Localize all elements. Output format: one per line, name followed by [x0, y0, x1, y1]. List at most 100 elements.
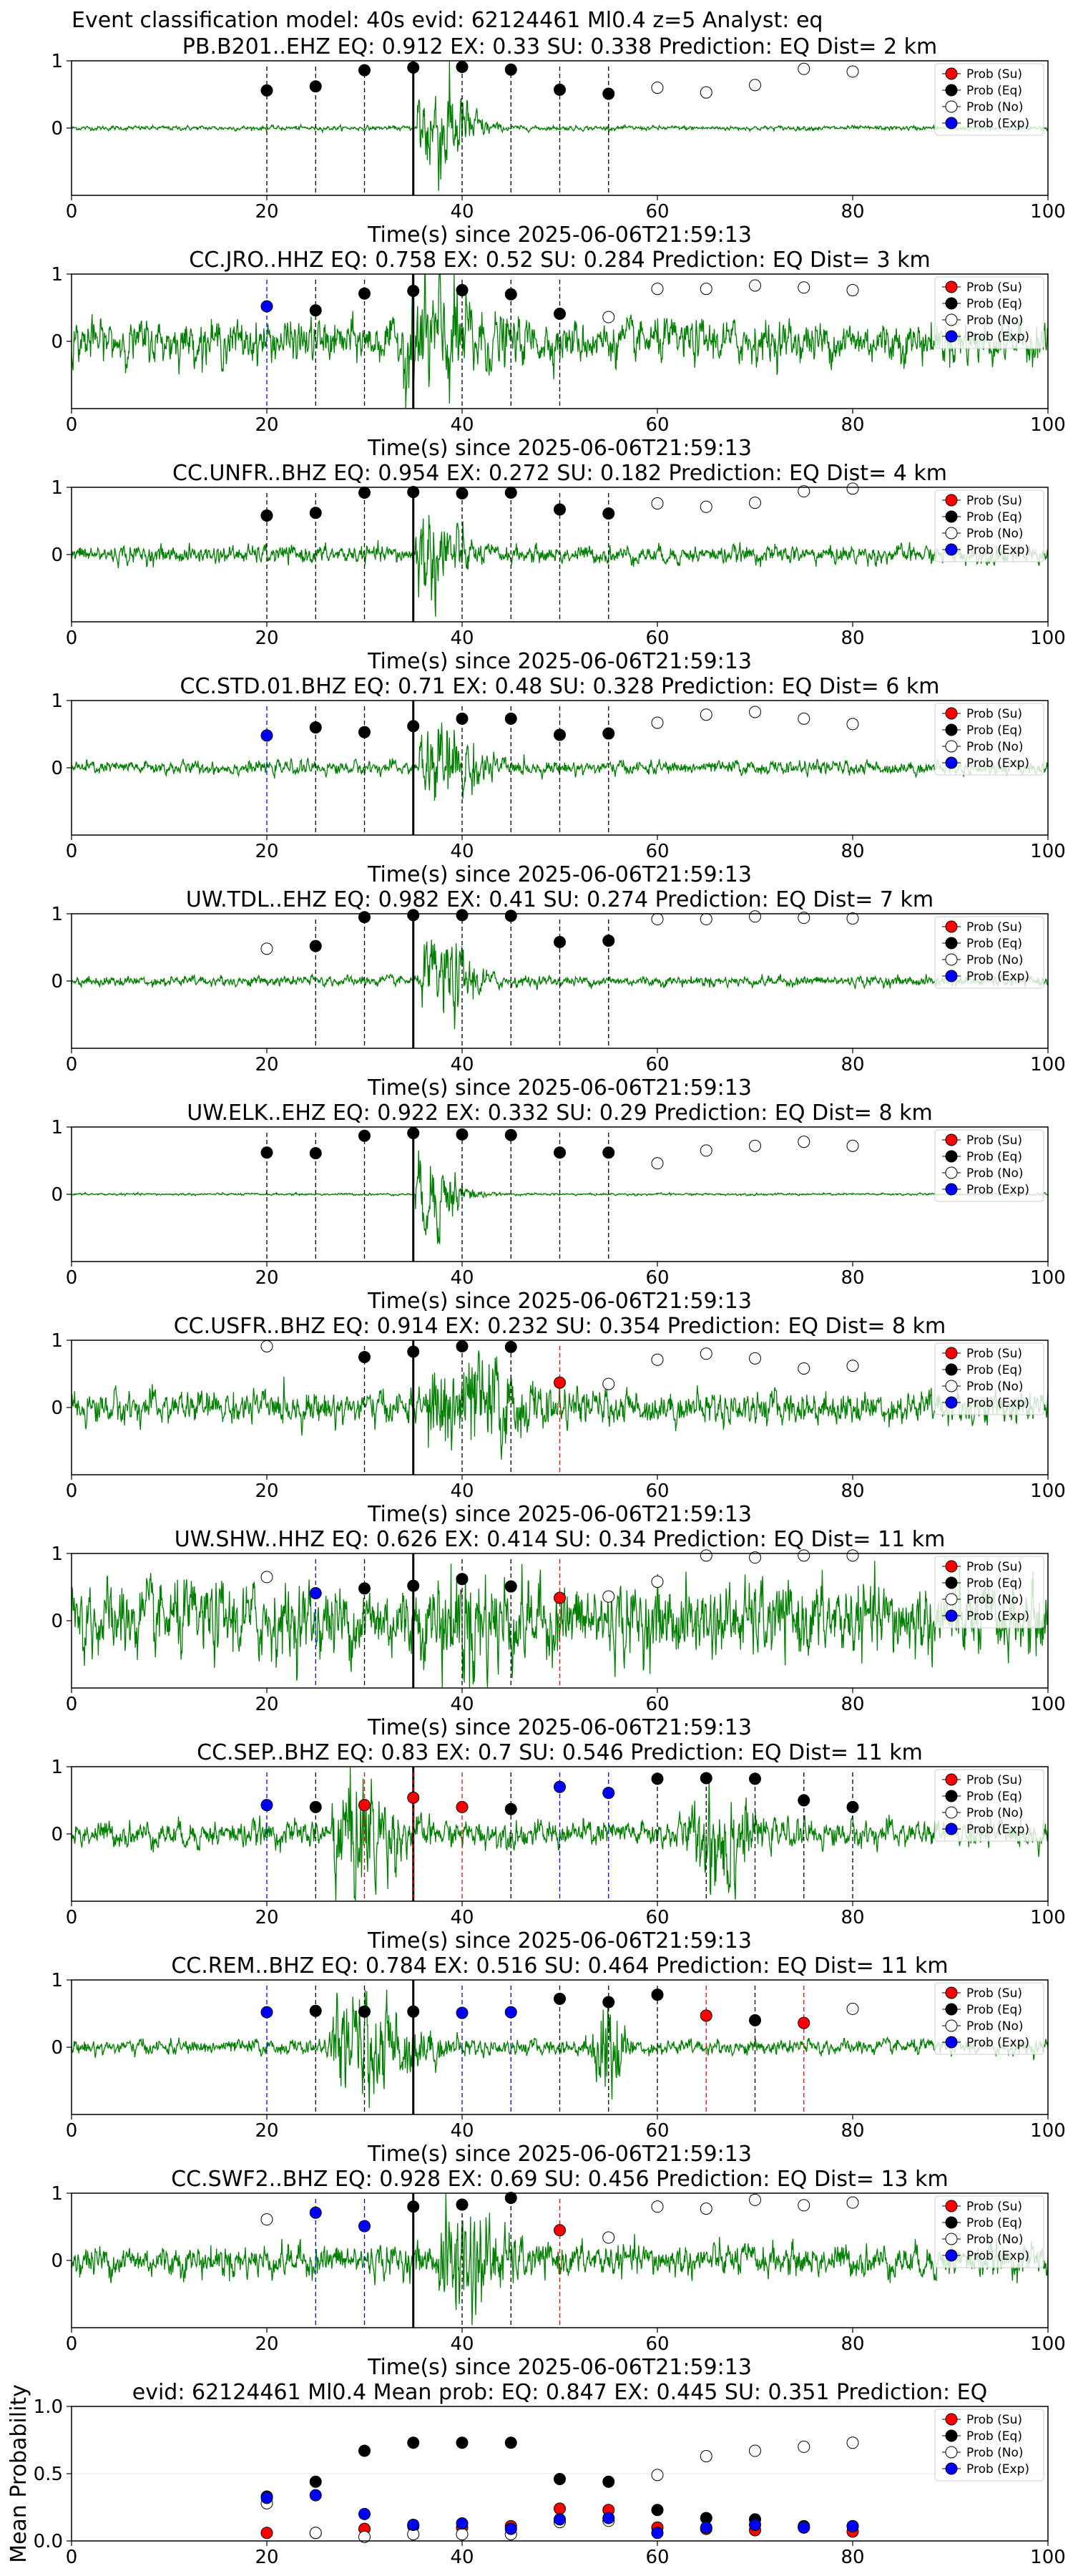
prob-point-eq [358, 1351, 371, 1363]
x-tick-label: 60 [645, 2333, 669, 2355]
prob-point-eq [504, 2192, 517, 2205]
prob-point-no [749, 2193, 761, 2206]
x-tick-label: 40 [450, 1054, 474, 1075]
legend-box [934, 1556, 1044, 1629]
prob-point-no [846, 1360, 859, 1372]
legend-marker-eq [945, 1576, 958, 1589]
x-axis-label: Time(s) since 2025-06-06T21:59:13 [367, 436, 752, 461]
legend-label-exp: Prob (Exp) [966, 2036, 1029, 2050]
legend-label-su: Prob (Su) [966, 67, 1022, 82]
x-tick-label: 60 [645, 2120, 669, 2142]
prob-point-eq [456, 909, 469, 922]
prob-point-eq [309, 721, 322, 734]
legend-marker-no [945, 100, 958, 113]
prob-point-no [602, 2231, 615, 2244]
prob-point-eq [260, 84, 273, 97]
x-tick-label: 40 [450, 201, 474, 223]
y-tick-label: 1 [51, 1543, 63, 1565]
y-tick-label: 0 [51, 2037, 63, 2059]
prob-point-eq [309, 1147, 322, 1160]
x-tick-label: 100 [1030, 2547, 1066, 2568]
mean-prob-point-eq [554, 2473, 566, 2486]
prob-point-eq [651, 1772, 664, 1785]
x-tick-label: 20 [255, 1694, 278, 1715]
panel-title: CC.SWF2..BHZ EQ: 0.928 EX: 0.69 SU: 0.45… [171, 2167, 949, 2192]
axes-frame [71, 2192, 1049, 2328]
prob-point-no [260, 2213, 273, 2226]
legend-label-su: Prob (Su) [966, 1347, 1022, 1361]
y-tick-label: 1 [51, 904, 63, 925]
panel-title: CC.JRO..HHZ EQ: 0.758 EX: 0.52 SU: 0.284… [189, 248, 930, 273]
prob-point-exp [602, 1787, 615, 1800]
mean-prob-point-eq [407, 2436, 420, 2449]
x-tick-label: 80 [841, 1480, 864, 1502]
axes-frame [71, 1126, 1049, 1262]
prob-point-no [846, 482, 859, 495]
prob-point-eq [504, 487, 517, 499]
x-tick-label: 60 [645, 414, 669, 436]
prob-point-no [700, 2202, 712, 2215]
x-tick-label: 40 [450, 414, 474, 436]
prob-point-no [846, 65, 859, 78]
prob-point-eq [749, 2014, 761, 2026]
x-tick-label: 80 [841, 2120, 864, 2142]
legend-marker-no [945, 1380, 958, 1392]
legend-marker-exp [945, 117, 958, 130]
prob-point-eq [358, 287, 371, 300]
prob-point-eq [504, 1580, 517, 1593]
legend-label-eq: Prob (Eq) [966, 2003, 1022, 2017]
prob-point-no [651, 82, 664, 94]
prob-point-no [846, 718, 859, 731]
legend-box [934, 2409, 1044, 2482]
panel-title: CC.UNFR..BHZ EQ: 0.954 EX: 0.272 SU: 0.1… [172, 461, 947, 486]
legend-marker-su [945, 280, 958, 293]
prob-point-eq [504, 1802, 517, 1815]
waveform-trace [72, 61, 1048, 191]
x-tick-label: 0 [66, 1054, 78, 1075]
x-tick-label: 0 [66, 1267, 78, 1289]
prob-point-exp [260, 1799, 273, 1812]
panel-12: 0.0 0.5 1.0 0 20 40 60 80 100 evid: 62124461 Ml0.… [6, 2380, 1066, 2568]
legend-box [934, 489, 1044, 562]
legend-marker-no [945, 1166, 958, 1179]
mean-prob-point-su [554, 2502, 566, 2515]
legend-marker-no [945, 527, 958, 540]
prob-point-su [554, 1376, 566, 1389]
prob-point-eq [456, 60, 469, 73]
x-tick-label: 20 [255, 1480, 278, 1502]
prob-point-exp [260, 300, 273, 313]
prob-point-eq [358, 726, 371, 738]
y-tick-label: 0 [51, 118, 63, 140]
prob-point-exp [456, 2006, 469, 2019]
prob-point-no [749, 79, 761, 92]
legend-box [934, 916, 1044, 989]
y-tick-label: 1 [51, 264, 63, 286]
x-tick-label: 100 [1030, 414, 1066, 436]
x-tick-label: 80 [841, 1267, 864, 1289]
waveform-trace [72, 1350, 1048, 1460]
y-tick-label: 0 [51, 545, 63, 566]
prob-point-no [651, 913, 664, 926]
prob-point-eq [602, 507, 615, 520]
legend-marker-exp [945, 970, 958, 982]
panel-title: CC.USFR..BHZ EQ: 0.914 EX: 0.232 SU: 0.3… [174, 1314, 946, 1339]
prob-point-no [749, 1551, 761, 1564]
prob-point-eq [456, 1573, 469, 1586]
prob-point-no [798, 2199, 810, 2212]
y-tick-label: 0 [51, 1824, 63, 1845]
x-tick-label: 80 [841, 628, 864, 649]
x-tick-label: 60 [645, 1907, 669, 1928]
prob-point-no [651, 716, 664, 729]
legend-label-eq: Prob (Eq) [966, 1363, 1022, 1377]
legend-marker-eq [945, 510, 958, 523]
legend-label-su: Prob (Su) [966, 280, 1022, 295]
prob-point-eq [554, 503, 566, 516]
x-tick-label: 60 [645, 1267, 669, 1289]
prob-point-eq [260, 1146, 273, 1159]
prob-point-eq [407, 1579, 420, 1592]
mean-prob-point-eq [309, 2475, 322, 2488]
legend-marker-exp [945, 330, 958, 343]
